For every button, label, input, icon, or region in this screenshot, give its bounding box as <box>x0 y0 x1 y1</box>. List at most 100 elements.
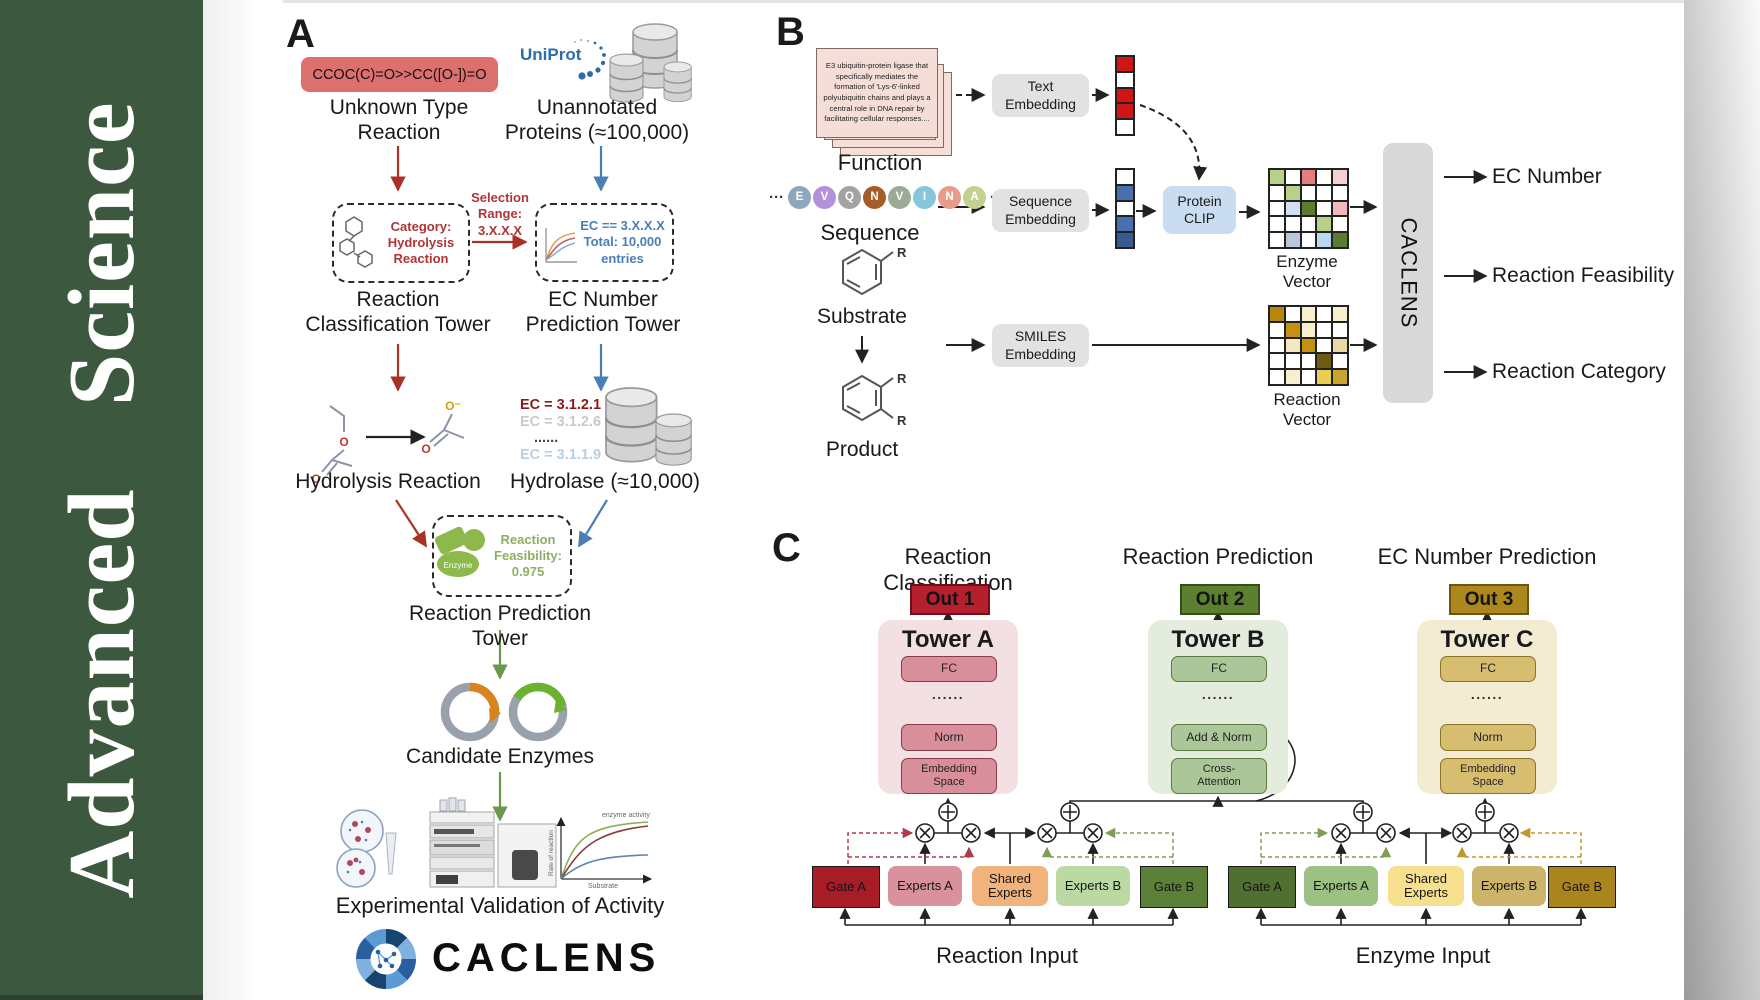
page-left-shadow <box>203 0 283 1000</box>
vector-cell <box>1116 56 1134 72</box>
sequence-residue: V <box>813 186 836 209</box>
svg-text:O: O <box>311 472 320 486</box>
vector-cell <box>1300 200 1317 217</box>
vector-cell <box>1269 184 1285 201</box>
reaction-vector-matrix <box>1268 305 1349 386</box>
svg-text:O: O <box>339 435 348 449</box>
vector-cell <box>1300 353 1317 370</box>
tower-c-fc: FC <box>1440 656 1536 682</box>
tower-b-title: Tower B <box>1171 626 1265 653</box>
tower-b-fc: FC <box>1171 656 1267 682</box>
ec-entry: ...... <box>534 430 559 447</box>
header-ec-number-prediction: EC Number Prediction <box>1377 544 1597 569</box>
chart-ylabel: Rate of reaction <box>548 830 555 876</box>
ec-entry: EC = 3.1.2.1 <box>520 397 602 413</box>
uniprot-logo: UniProt <box>520 45 582 64</box>
hydrolysis-reaction-label: Hydrolysis Reaction <box>295 470 481 493</box>
journal-title: Advanced Science <box>49 101 154 899</box>
text-vector <box>1115 55 1135 136</box>
vector-cell <box>1300 321 1317 338</box>
molecule-scribble-icon <box>339 216 373 268</box>
page-top-edge <box>203 0 1684 3</box>
vector-cell <box>1116 184 1134 201</box>
vector-cell <box>1269 337 1285 354</box>
chart-xlabel: Substrate <box>588 883 618 890</box>
sequence-residue: V <box>888 186 911 209</box>
vector-cell <box>1269 232 1285 248</box>
vector-cell <box>1332 184 1348 201</box>
vector-cell <box>1332 232 1348 248</box>
vector-cell <box>1332 321 1348 338</box>
output-reaction-category: Reaction Category <box>1492 360 1666 383</box>
enzyme-gate-a: Gate A <box>1228 866 1296 908</box>
vector-cell <box>1284 337 1301 354</box>
tower-b-dots: ...... <box>1201 686 1235 702</box>
enzyme-gate-b: Gate B <box>1548 866 1616 908</box>
vector-cell <box>1316 184 1333 201</box>
vector-cell <box>1316 216 1333 233</box>
sequence-residue: A <box>963 186 986 209</box>
reaction-experts-b: Experts B <box>1056 866 1130 906</box>
vector-cell <box>1284 321 1301 338</box>
vector-cell <box>1284 216 1301 233</box>
vector-cell <box>1300 306 1317 322</box>
unannotated-proteins-label: Unannotated Proteins (≈100,000) <box>504 96 690 144</box>
ec-filter-text: EC == 3.X.X.X Total: 10,000 entries <box>580 218 665 266</box>
vector-cell <box>1332 353 1348 370</box>
hplc-instrument-icon <box>429 797 557 888</box>
tower-c-title: Tower C <box>1440 626 1534 653</box>
vector-cell <box>1284 200 1301 217</box>
vector-cell <box>1316 353 1333 370</box>
sequence-residue: N <box>938 186 961 209</box>
tower-b-add-norm: Add & Norm <box>1171 724 1267 751</box>
benzene-substrate-icon <box>842 248 894 296</box>
tower-a-fc: FC <box>901 656 997 682</box>
hydrolase-label: Hydrolase (≈10,000) <box>509 470 701 493</box>
vector-cell <box>1269 200 1285 217</box>
enzyme-badge-label: Enzyme <box>444 561 473 570</box>
vector-cell <box>1269 369 1285 385</box>
curve-label: enzyme activity <box>602 812 650 819</box>
panel-a-label: A <box>286 12 315 56</box>
reaction-feasibility-box: Reaction Feasibility: 0.975 <box>432 515 572 597</box>
enzyme-icon: Enzyme <box>434 526 485 577</box>
vector-cell <box>1332 337 1348 354</box>
vector-cell <box>1116 87 1134 104</box>
svg-text:O⁻: O⁻ <box>445 399 461 413</box>
vector-cell <box>1116 103 1134 120</box>
hydrolysis-molecules <box>321 405 465 476</box>
header-reaction-prediction: Reaction Prediction <box>1122 544 1314 569</box>
vector-cell <box>1116 169 1134 185</box>
output-ec-number: EC Number <box>1492 165 1602 188</box>
ec-number-prediction-tower-label: EC Number Prediction Tower <box>525 288 681 336</box>
vector-cell <box>1316 306 1333 322</box>
enzyme-experts-b: Experts B <box>1472 866 1546 906</box>
plasmid-icon <box>440 682 568 742</box>
caclens-block: CACLENS <box>1383 143 1433 403</box>
reaction-gate-b: Gate B <box>1140 866 1208 908</box>
tower-a-dots: ...... <box>931 686 965 702</box>
panel-b-label: B <box>776 10 805 54</box>
enzyme-experts-a: Experts A <box>1304 866 1378 906</box>
ec-prediction-box: EC == 3.X.X.X Total: 10,000 entries <box>535 203 674 282</box>
smiles-embedding-box: SMILES Embedding <box>992 324 1089 367</box>
vector-cell <box>1316 232 1333 248</box>
vector-cell <box>1300 169 1317 185</box>
ec-candidate-list: EC = 3.1.2.1 EC = 3.1.2.6 ...... EC = 3.… <box>520 397 606 464</box>
enzyme-input-label: Enzyme Input <box>1355 943 1491 968</box>
curves-icon <box>545 228 577 263</box>
unknown-type-reaction-label: Unknown Type Reaction <box>329 96 469 144</box>
reaction-shared-experts: Shared Experts <box>972 866 1048 906</box>
vector-cell <box>1332 200 1348 217</box>
vector-cell <box>1269 321 1285 338</box>
vector-cell <box>1332 169 1348 185</box>
uniprot-icon <box>574 38 606 80</box>
experimental-validation-label: Experimental Validation of Activity <box>335 893 665 918</box>
vector-cell <box>1300 369 1317 385</box>
caclens-block-label: CACLENS <box>1396 217 1422 329</box>
vector-cell <box>1116 232 1134 248</box>
